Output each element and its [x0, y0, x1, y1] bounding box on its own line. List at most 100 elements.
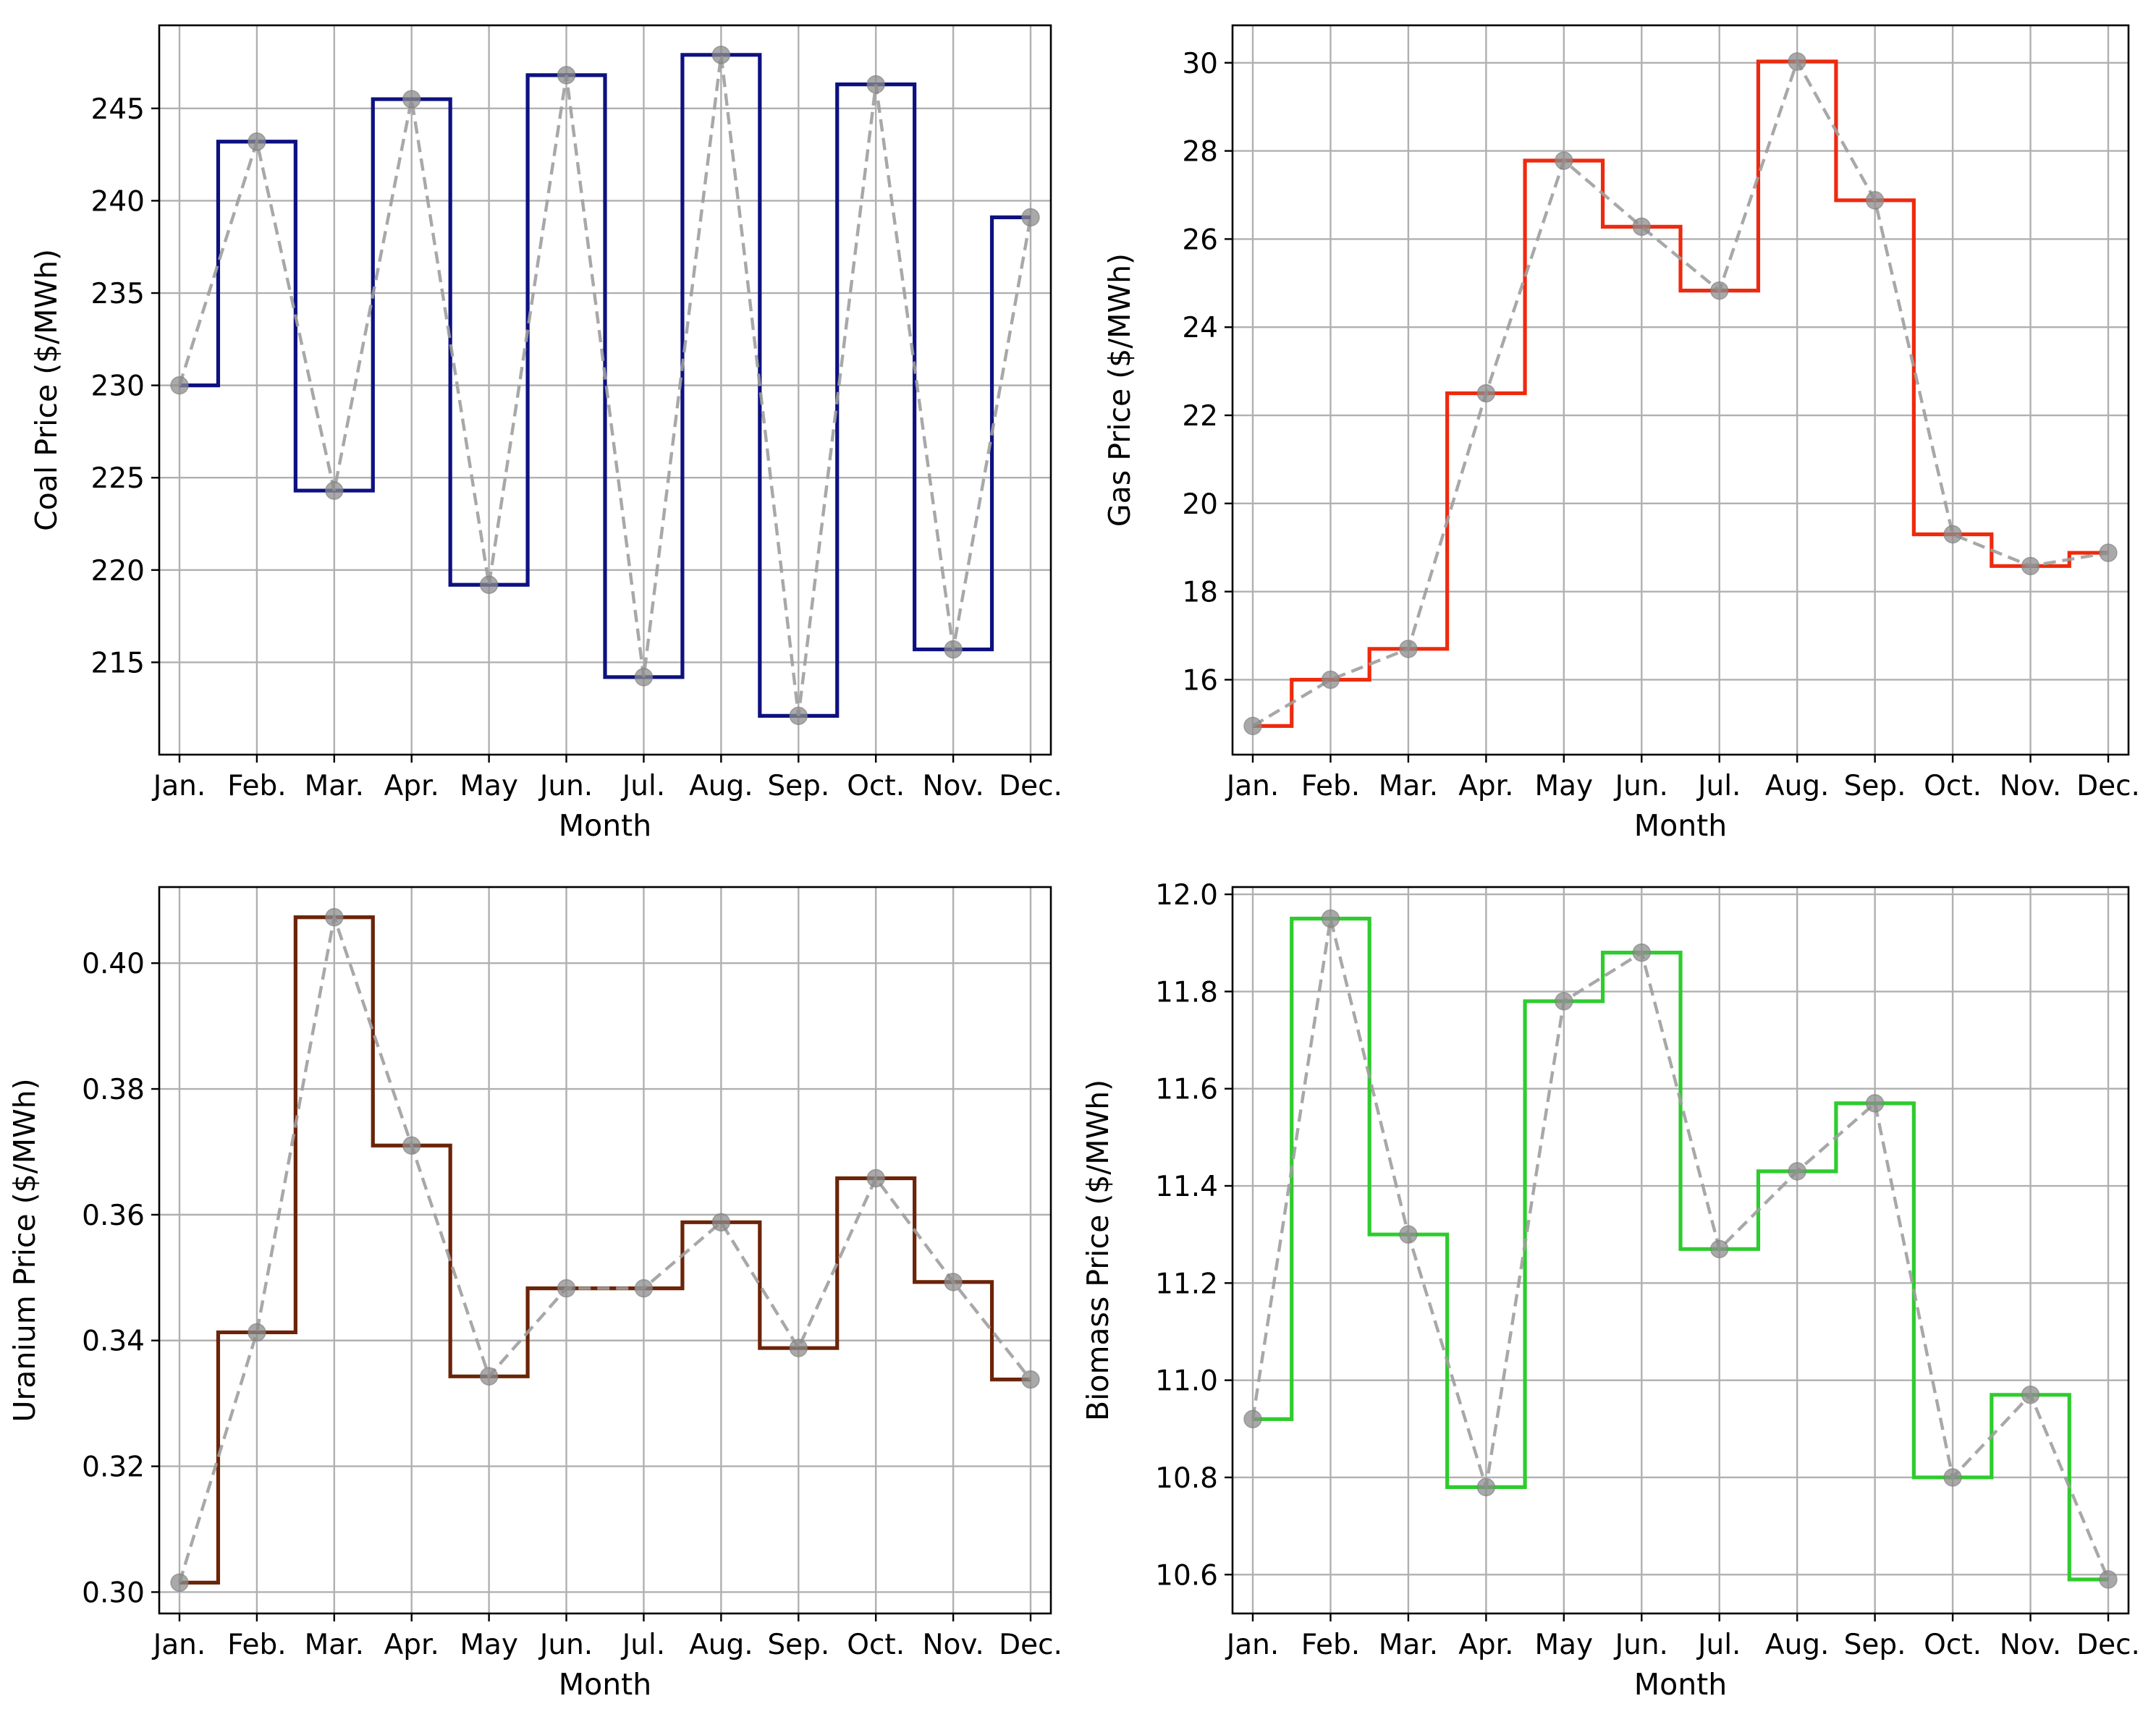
data-point	[1943, 525, 1962, 544]
x-tick-label: Aug.	[1765, 770, 1830, 802]
data-point	[170, 1573, 189, 1592]
x-tick-label: Sep.	[1844, 1629, 1906, 1661]
data-point	[866, 1168, 885, 1188]
x-tick-label: Jul.	[620, 1629, 665, 1661]
y-axis-title: Uranium Price ($/MWh)	[7, 1078, 42, 1422]
data-point	[1865, 1094, 1885, 1113]
x-axis-title: Month	[559, 1667, 652, 1702]
x-tick-label: Mar.	[305, 770, 364, 802]
y-tick-label: 0.30	[82, 1577, 145, 1609]
markers	[1243, 52, 2118, 736]
data-point	[325, 907, 344, 927]
data-point	[711, 46, 731, 64]
data-point	[1709, 281, 1729, 300]
x-tick-label: May	[1534, 770, 1593, 802]
markers	[170, 46, 1040, 726]
data-point	[1709, 1239, 1729, 1259]
x-tick-label: Feb.	[1301, 770, 1360, 802]
x-tick-label: Dec.	[2076, 770, 2140, 802]
data-point	[1865, 191, 1885, 210]
x-tick-label: Jun.	[1613, 770, 1668, 802]
x-tick-label: Jun.	[1613, 1629, 1668, 1661]
x-tick-label: Aug.	[689, 770, 753, 802]
x-tick-label: Mar.	[305, 1629, 364, 1661]
y-tick-label: 16	[1182, 664, 1218, 697]
y-axis-title: Coal Price ($/MWh)	[29, 249, 64, 531]
data-point	[1632, 217, 1652, 237]
data-point	[1943, 1468, 1962, 1487]
plot-frame	[158, 24, 1052, 756]
y-tick-label: 12.0	[1155, 879, 1218, 912]
data-point	[634, 1278, 654, 1298]
y-tick-label: 0.38	[82, 1074, 145, 1106]
x-tick-label: Feb.	[1301, 1629, 1360, 1661]
data-point	[1788, 1162, 1806, 1181]
x-tick-label: Nov.	[922, 770, 984, 802]
y-tick-label: 11.6	[1155, 1074, 1218, 1106]
y-tick-label: 20	[1182, 488, 1218, 521]
x-tick-label: Jan.	[151, 770, 206, 802]
x-axis-title: Month	[559, 808, 652, 843]
y-tick-label: 215	[91, 647, 145, 679]
y-tick-label: 0.32	[82, 1451, 145, 1484]
data-point	[479, 575, 499, 594]
data-point	[2099, 1570, 2118, 1589]
x-tick-label: Jan.	[1225, 1629, 1280, 1661]
y-tick-label: 10.8	[1155, 1462, 1218, 1495]
data-point	[634, 668, 654, 687]
data-point	[1243, 716, 1262, 736]
x-tick-label: Apr.	[384, 1629, 439, 1661]
data-point	[789, 706, 808, 726]
y-tick-label: 230	[91, 370, 145, 403]
data-point	[1788, 52, 1806, 71]
y-axis: 10.6 10.8 11.0 11.2 11.4 11.6 11.8 12.0 Biomass …	[1081, 879, 1233, 1592]
y-tick-label: 220	[91, 555, 145, 588]
x-tick-label: Oct.	[1924, 1629, 1982, 1661]
x-tick-label: Jun.	[538, 1629, 593, 1661]
y-tick-label: 11.0	[1155, 1365, 1218, 1398]
x-axis-title: Month	[1634, 1667, 1728, 1702]
markers	[170, 907, 1040, 1592]
x-tick-label: Apr.	[384, 770, 439, 802]
data-point	[1632, 943, 1652, 962]
y-tick-label: 28	[1182, 136, 1218, 169]
x-tick-label: Nov.	[2000, 770, 2061, 802]
y-axis-title: Biomass Price ($/MWh)	[1081, 1080, 1115, 1421]
y-tick-label: 18	[1182, 577, 1218, 609]
x-tick-label: Apr.	[1458, 1629, 1513, 1661]
x-tick-label: Nov.	[922, 1629, 984, 1661]
x-tick-label: Aug.	[689, 1629, 753, 1661]
data-point	[248, 1323, 266, 1342]
y-axis-title: Gas Price ($/MWh)	[1102, 253, 1137, 527]
x-tick-label: Dec.	[2076, 1629, 2140, 1661]
data-point	[1021, 1370, 1040, 1389]
y-tick-label: 11.2	[1155, 1268, 1218, 1300]
x-tick-label: Oct.	[1924, 770, 1982, 802]
data-point	[866, 75, 885, 94]
data-point	[1321, 670, 1340, 690]
x-tick-label: Nov.	[2000, 1629, 2061, 1661]
x-tick-label: May	[460, 1629, 518, 1661]
x-tick-label: Aug.	[1765, 1629, 1830, 1661]
x-tick-label: Sep.	[767, 770, 829, 802]
x-tick-label: Dec.	[999, 770, 1062, 802]
y-axis: 16 18 20 22 24 26 28 30 Gas Price ($/MWh)	[1102, 48, 1233, 697]
y-tick-label: 235	[91, 278, 145, 310]
dashed-connector-coal	[177, 54, 1033, 716]
x-tick-label: Jul.	[620, 770, 665, 802]
data-point	[402, 90, 421, 109]
x-axis: Jan. Feb. Mar. Apr. May Jun. Jul. Aug. Sep. Oct. N…	[1225, 1613, 2140, 1702]
data-point	[1476, 1477, 1496, 1497]
plot-frame	[1231, 24, 2130, 756]
data-point	[1321, 909, 1340, 928]
x-axis: Jan. Feb. Mar. Apr. May Jun. Jul. Aug. Sep. Oct. N…	[151, 1613, 1062, 1702]
data-point	[557, 1278, 576, 1298]
y-tick-label: 0.34	[82, 1326, 145, 1358]
data-point	[2099, 543, 2118, 562]
data-point	[1476, 383, 1496, 403]
x-tick-label: Jan.	[1225, 770, 1280, 802]
x-tick-label: Sep.	[1844, 770, 1906, 802]
x-tick-label: Oct.	[847, 1629, 905, 1661]
dashed-connector-gas	[1251, 57, 2109, 728]
